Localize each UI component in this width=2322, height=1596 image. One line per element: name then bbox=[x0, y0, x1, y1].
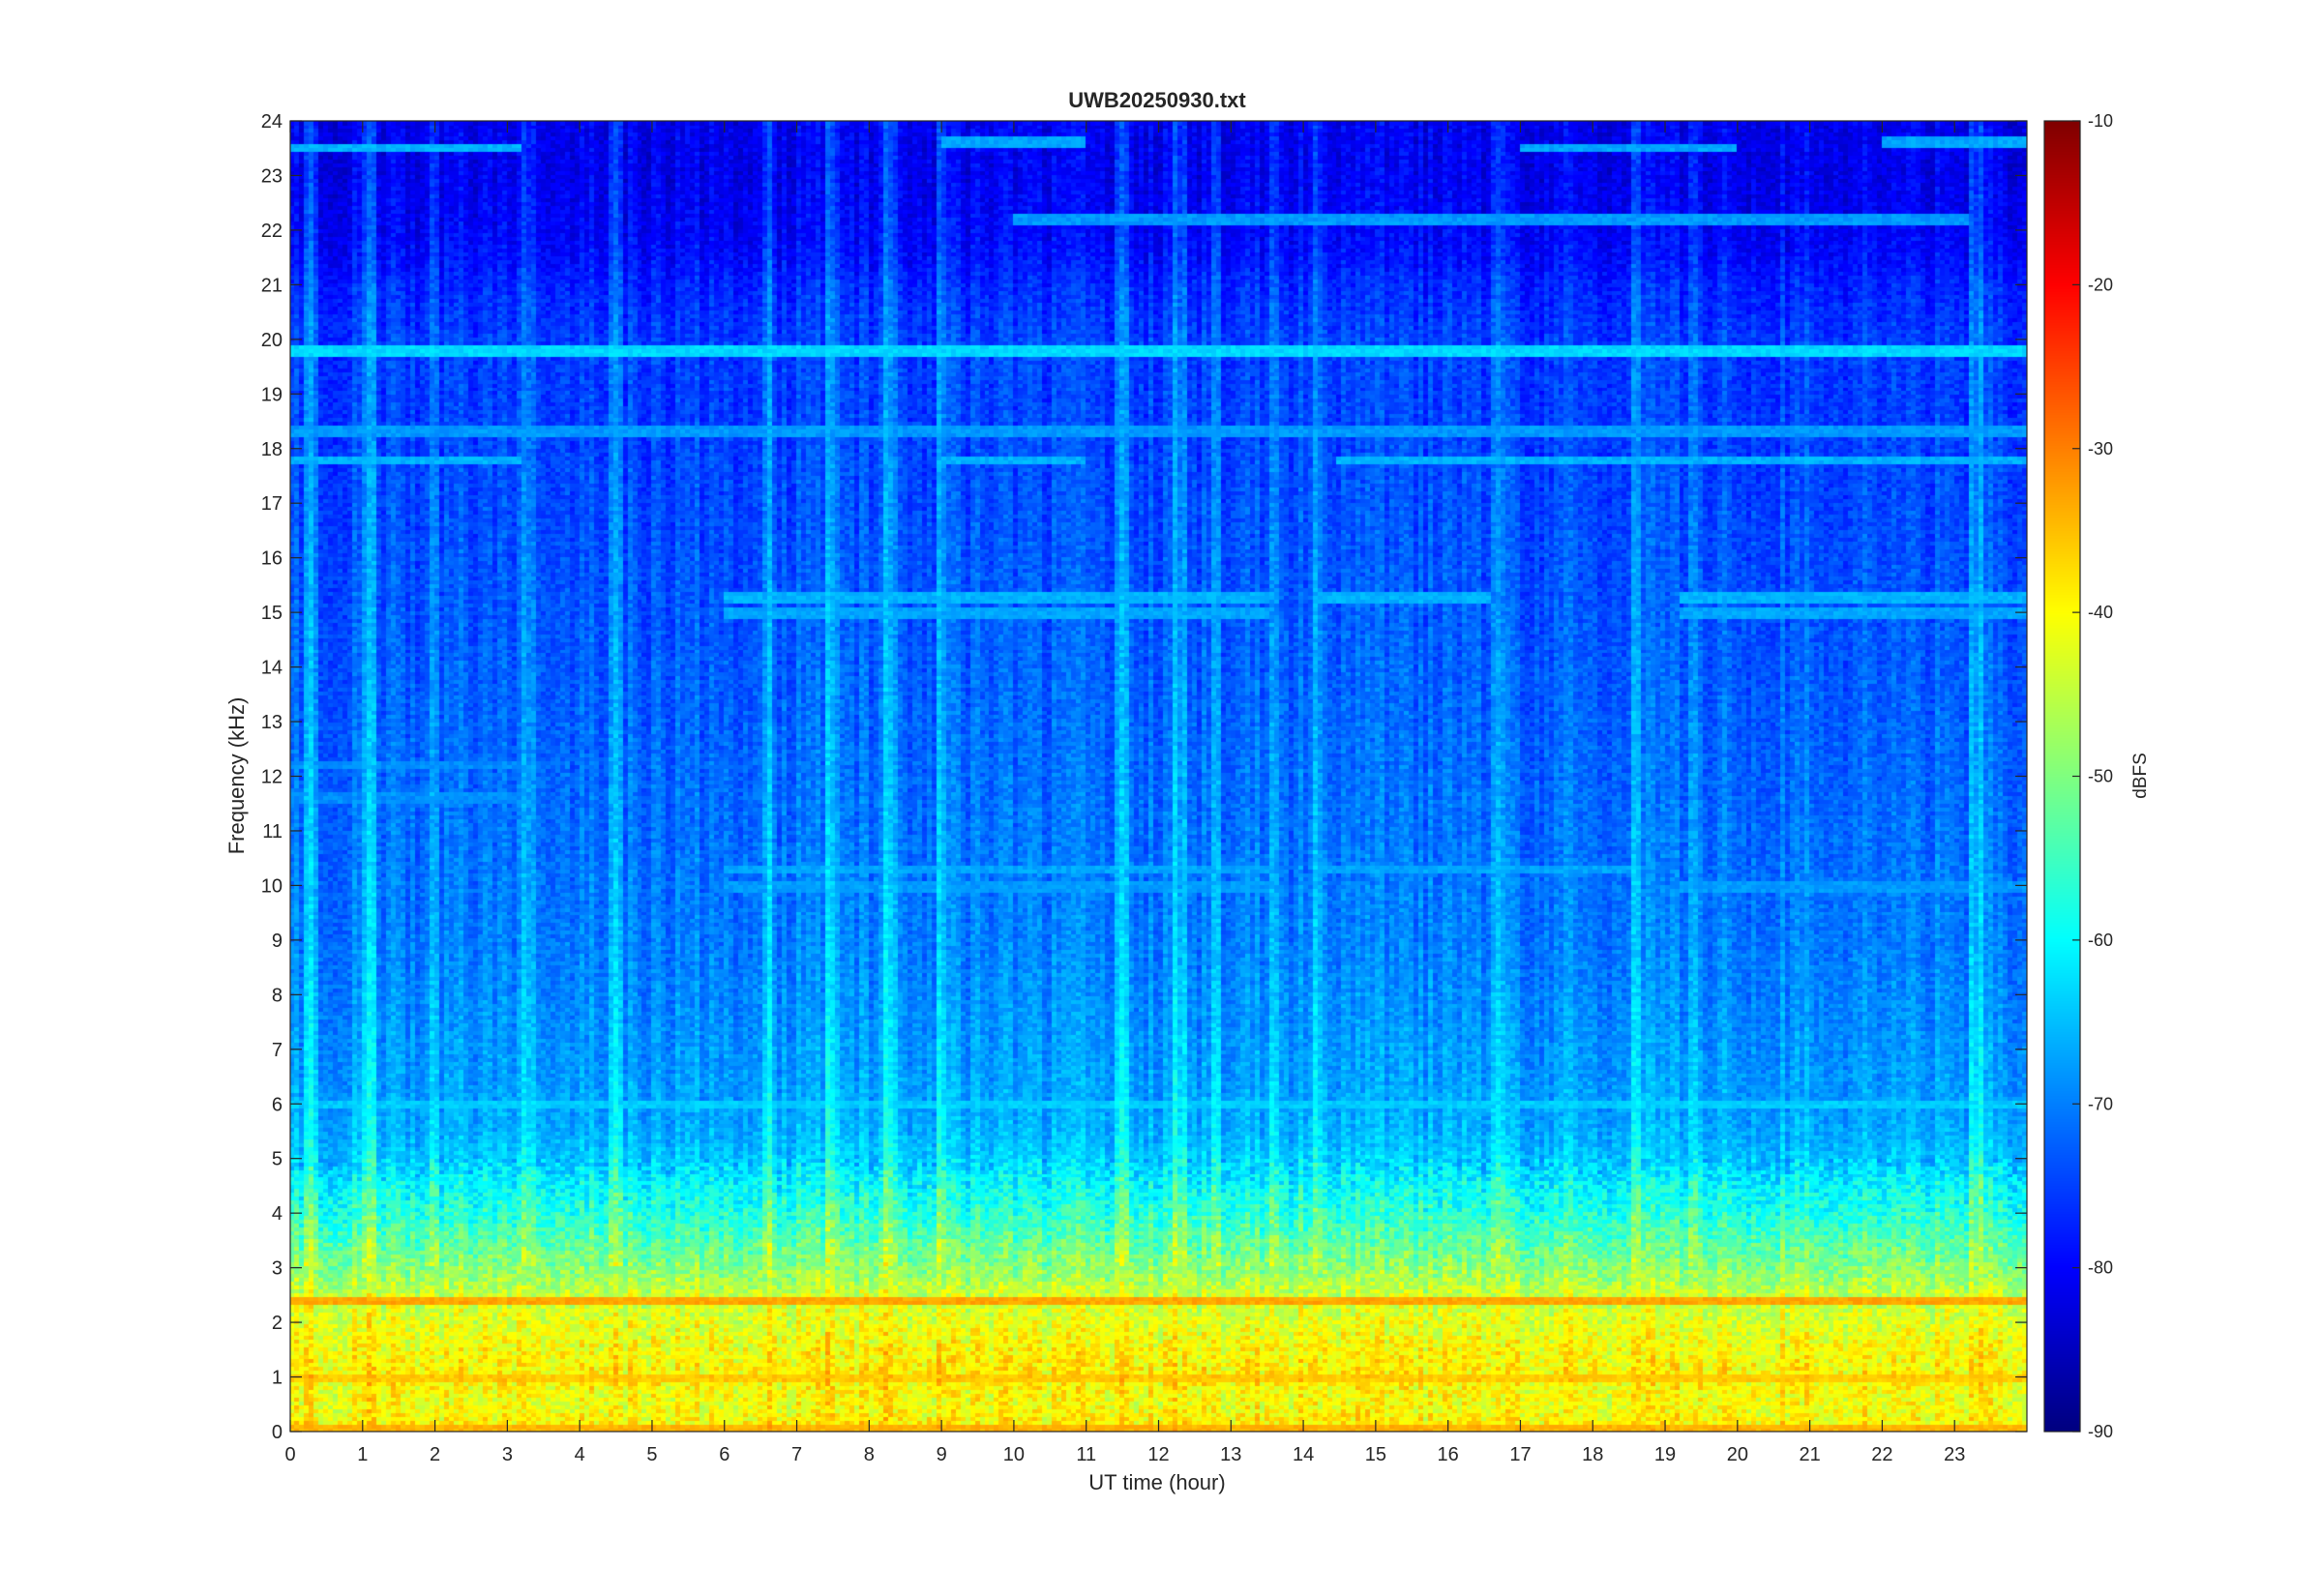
x-tick-label: 11 bbox=[1076, 1444, 1096, 1465]
y-tick-label: 6 bbox=[272, 1094, 283, 1115]
colorbar-tick-label: -20 bbox=[2088, 275, 2113, 294]
y-tick-label: 7 bbox=[272, 1040, 283, 1061]
x-tick-label: 18 bbox=[1582, 1444, 1603, 1465]
x-tick-label: 17 bbox=[1509, 1444, 1531, 1465]
y-tick-label: 20 bbox=[261, 330, 283, 351]
colorbar-tick-label: -90 bbox=[2088, 1422, 2113, 1441]
y-tick-label: 16 bbox=[261, 548, 283, 570]
y-tick-label: 11 bbox=[262, 821, 283, 842]
y-tick-label: 17 bbox=[261, 493, 283, 515]
y-tick-label: 24 bbox=[261, 111, 283, 133]
y-tick-label: 2 bbox=[272, 1313, 283, 1334]
x-tick-label: 3 bbox=[502, 1444, 513, 1465]
colorbar-tick-label: -70 bbox=[2088, 1094, 2113, 1113]
colorbar-tick-label: -30 bbox=[2088, 439, 2113, 458]
y-tick-label: 4 bbox=[272, 1203, 283, 1225]
x-axis-ticks: 0 1 2 3 4 5 6 7 8 9 10 11 12 13 14 15 16 17 18 19 20 21 22 23 bbox=[284, 121, 1965, 1465]
x-tick-label: 4 bbox=[575, 1444, 585, 1465]
y-tick-label: 19 bbox=[261, 384, 283, 405]
y-tick-label: 8 bbox=[272, 985, 283, 1006]
colorbar-ticks: -10 -20 -30 -40 -50 -60 -70 -80 -90 bbox=[2072, 111, 2113, 1441]
x-tick-label: 10 bbox=[1003, 1444, 1025, 1465]
x-tick-label: 16 bbox=[1438, 1444, 1459, 1465]
x-tick-label: 12 bbox=[1147, 1444, 1169, 1465]
plot-area bbox=[290, 121, 2027, 1432]
y-tick-label: 14 bbox=[261, 658, 283, 679]
y-tick-label: 21 bbox=[261, 275, 283, 296]
y-tick-label: 3 bbox=[272, 1258, 283, 1280]
x-tick-label: 6 bbox=[719, 1444, 729, 1465]
x-tick-label: 9 bbox=[937, 1444, 947, 1465]
colorbar-tick-label: -80 bbox=[2088, 1258, 2113, 1278]
x-tick-label: 22 bbox=[1871, 1444, 1892, 1465]
x-tick-label: 2 bbox=[430, 1444, 440, 1465]
colorbar-label: dBFS bbox=[2130, 753, 2151, 799]
y-tick-label: 9 bbox=[272, 931, 283, 952]
x-axis-label: UT time (hour) bbox=[1088, 1470, 1225, 1494]
x-tick-label: 19 bbox=[1654, 1444, 1676, 1465]
x-tick-label: 0 bbox=[284, 1444, 295, 1465]
x-tick-label: 13 bbox=[1220, 1444, 1241, 1465]
chart-title: UWB20250930.txt bbox=[1068, 88, 1246, 112]
y-tick-label: 10 bbox=[261, 875, 283, 897]
y-tick-label: 1 bbox=[272, 1368, 283, 1389]
y-tick-label: 22 bbox=[261, 221, 283, 242]
x-tick-label: 1 bbox=[357, 1444, 368, 1465]
x-tick-label: 14 bbox=[1293, 1444, 1314, 1465]
x-tick-label: 23 bbox=[1944, 1444, 1965, 1465]
y-tick-label: 23 bbox=[261, 165, 283, 187]
x-tick-label: 7 bbox=[791, 1444, 802, 1465]
x-tick-label: 5 bbox=[646, 1444, 657, 1465]
y-tick-label: 18 bbox=[261, 439, 283, 460]
colorbar-tick-label: -60 bbox=[2088, 931, 2113, 950]
y-axis-label: Frequency (kHz) bbox=[224, 697, 249, 855]
x-tick-label: 15 bbox=[1365, 1444, 1386, 1465]
y-tick-label: 15 bbox=[261, 603, 283, 624]
colorbar-tick-label: -10 bbox=[2088, 111, 2113, 131]
spectrogram-heatmap bbox=[290, 121, 2027, 1432]
colorbar-tick-label: -40 bbox=[2088, 603, 2113, 622]
x-tick-label: 8 bbox=[864, 1444, 875, 1465]
x-tick-label: 21 bbox=[1800, 1444, 1821, 1465]
y-tick-label: 12 bbox=[261, 767, 283, 788]
x-tick-label: 20 bbox=[1727, 1444, 1748, 1465]
y-tick-label: 5 bbox=[272, 1149, 283, 1170]
y-tick-label: 13 bbox=[261, 712, 283, 733]
colorbar-tick-label: -50 bbox=[2088, 767, 2113, 786]
y-tick-label: 0 bbox=[272, 1422, 283, 1443]
